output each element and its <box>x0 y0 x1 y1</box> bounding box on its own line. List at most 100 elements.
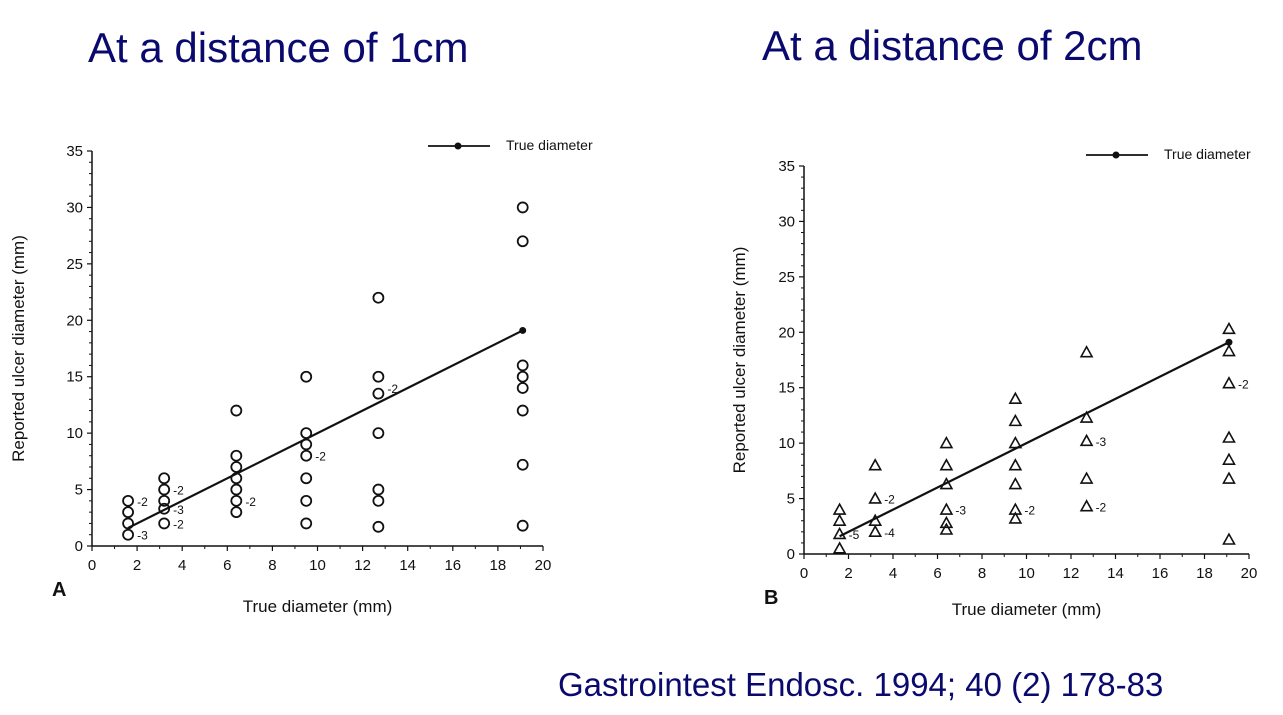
data-point-triangle <box>832 502 847 515</box>
data-point-triangle <box>868 513 883 526</box>
x-tick-label: 10 <box>1018 565 1035 582</box>
panel-label: B <box>764 587 778 609</box>
data-point-triangle <box>1222 376 1236 389</box>
data-point-triangle <box>939 458 954 471</box>
x-tick-label: 2 <box>133 557 141 574</box>
data-point-triangle <box>868 458 883 471</box>
data-point-triangle <box>1222 471 1236 484</box>
legend-marker <box>1112 151 1120 159</box>
data-point-triangle <box>1079 471 1094 484</box>
y-tick-label: 10 <box>66 425 83 442</box>
data-point-triangle <box>1222 532 1236 545</box>
data-point-triangle <box>939 522 954 535</box>
true-diameter-line <box>839 341 1230 538</box>
y-tick-label: 35 <box>66 143 83 160</box>
x-tick-label: 14 <box>399 557 416 574</box>
data-point-circle <box>122 506 134 519</box>
x-tick-label: 18 <box>490 557 507 574</box>
data-point-circle <box>230 404 243 417</box>
data-point-circle <box>516 519 529 532</box>
data-point-circle <box>372 494 385 507</box>
x-tick-label: 4 <box>178 557 186 574</box>
data-point-circle <box>230 483 243 496</box>
data-point-circle <box>122 528 134 541</box>
count-annotation: -3 <box>137 529 148 543</box>
count-annotation: -5 <box>849 528 860 542</box>
data-point-circle <box>372 520 385 533</box>
data-point-triangle <box>832 513 847 526</box>
data-point-circle <box>372 387 385 400</box>
title-left: At a distance of 1cm <box>88 24 469 71</box>
x-tick-label: 18 <box>1196 565 1213 582</box>
data-point-triangle <box>1222 452 1236 465</box>
count-annotation: -2 <box>137 495 148 509</box>
x-tick-label: 8 <box>978 565 986 582</box>
x-tick-label: 10 <box>309 557 326 574</box>
data-point-circle <box>158 502 171 515</box>
data-point-triangle <box>1008 435 1023 449</box>
count-annotation: -3 <box>955 504 966 518</box>
count-annotation: -3 <box>1096 435 1107 449</box>
data-point-circle <box>230 461 243 473</box>
citation: Gastrointest Endosc. 1994; 40 (2) 178-83 <box>558 666 1164 703</box>
data-point-triangle <box>1008 502 1023 515</box>
y-tick-label: 20 <box>66 312 83 329</box>
data-point-triangle <box>1008 477 1023 490</box>
y-tick-label: 30 <box>778 213 795 230</box>
data-point-circle <box>300 472 313 485</box>
panel-label: A <box>52 579 66 601</box>
data-point-circle <box>300 438 313 451</box>
x-tick-label: 16 <box>444 557 461 574</box>
y-tick-label: 15 <box>778 380 795 397</box>
x-tick-label: 6 <box>223 557 231 574</box>
legend-marker <box>454 142 462 150</box>
x-tick-label: 2 <box>844 565 852 582</box>
x-tick-label: 20 <box>535 557 552 574</box>
y-tick-label: 10 <box>778 435 795 452</box>
data-point-circle <box>230 449 243 462</box>
y-tick-label: 25 <box>66 256 83 273</box>
data-point-circle <box>516 201 529 214</box>
true-diameter-endpoint <box>519 326 527 334</box>
count-annotation: -2 <box>315 450 326 464</box>
x-axis-label: True diameter (mm) <box>243 597 393 616</box>
data-point-triangle <box>868 491 883 504</box>
data-point-circle <box>516 370 529 383</box>
x-tick-label: 6 <box>933 565 941 582</box>
count-annotation: -2 <box>1024 504 1035 518</box>
count-annotation: -2 <box>1238 377 1249 391</box>
data-point-triangle <box>1079 345 1094 358</box>
data-point-triangle <box>832 541 847 554</box>
y-tick-label: 30 <box>66 199 83 216</box>
data-point-triangle <box>1008 391 1023 405</box>
data-point-triangle <box>939 502 954 515</box>
data-point-circle <box>516 382 529 394</box>
y-tick-label: 0 <box>787 546 795 563</box>
data-point-triangle <box>1222 430 1236 443</box>
data-point-circle <box>300 370 313 383</box>
y-tick-label: 5 <box>75 482 83 499</box>
data-point-circle <box>300 517 313 530</box>
true-diameter-line <box>127 329 524 529</box>
data-point-circle <box>300 449 313 462</box>
count-annotation: -4 <box>884 526 895 540</box>
count-annotation: -2 <box>884 493 895 507</box>
data-point-circle <box>230 472 243 485</box>
data-point-triangle <box>1079 499 1094 512</box>
x-tick-label: 14 <box>1107 565 1124 582</box>
data-point-circle <box>230 506 243 519</box>
count-annotation: -2 <box>173 517 184 531</box>
data-point-triangle <box>1079 410 1094 423</box>
data-point-triangle <box>1008 413 1023 427</box>
x-tick-label: 20 <box>1241 565 1258 582</box>
count-annotation: -2 <box>387 382 398 396</box>
x-axis-label: True diameter (mm) <box>952 600 1102 619</box>
legend-label: True diameter <box>506 137 593 153</box>
x-tick-label: 0 <box>88 557 96 574</box>
x-tick-label: 0 <box>800 565 808 582</box>
title-right: At a distance of 2cm <box>762 22 1143 69</box>
count-annotation: -3 <box>173 503 184 517</box>
data-point-triangle <box>1008 511 1023 524</box>
data-point-circle <box>300 494 313 507</box>
